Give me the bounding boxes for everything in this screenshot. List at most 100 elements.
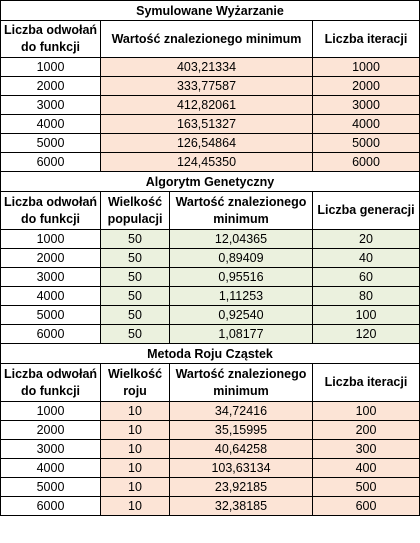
table-row: 4000 10 103,63134 400	[0, 458, 420, 478]
pso-minimum-cell: 34,72416	[169, 401, 313, 421]
pso-header-iterations: Liczba iteracji	[312, 363, 420, 402]
ga-population-cell: 50	[100, 286, 170, 306]
sa-header-iterations: Liczba iteracji	[312, 20, 420, 58]
pso-minimum-cell: 23,92185	[169, 477, 313, 497]
sa-calls-cell: 6000	[0, 152, 101, 172]
pso-header-calls: Liczba odwołań do funkcji	[0, 363, 101, 402]
ga-generations-cell: 20	[312, 229, 420, 249]
ga-calls-cell: 2000	[0, 248, 101, 268]
sa-minimum-cell: 412,82061	[100, 95, 313, 115]
pso-title-row: Metoda Roju Cząstek	[0, 343, 420, 364]
ga-calls-cell: 6000	[0, 324, 101, 344]
pso-swarm-cell: 10	[100, 458, 170, 478]
sa-minimum-cell: 333,77587	[100, 76, 313, 96]
sa-header-row: Liczba odwołań do funkcji Wartość znalez…	[0, 20, 420, 58]
pso-minimum-cell: 32,38185	[169, 496, 313, 516]
table-row: 3000 412,82061 3000	[0, 95, 420, 115]
sa-iterations-cell: 6000	[312, 152, 420, 172]
ga-population-cell: 50	[100, 324, 170, 344]
ga-calls-cell: 5000	[0, 305, 101, 325]
ga-minimum-cell: 0,95516	[169, 267, 313, 287]
pso-iterations-cell: 400	[312, 458, 420, 478]
table-row: 1000 50 12,04365 20	[0, 229, 420, 249]
ga-minimum-cell: 1,08177	[169, 324, 313, 344]
sa-header-calls: Liczba odwołań do funkcji	[0, 20, 101, 58]
table-row: 4000 163,51327 4000	[0, 114, 420, 134]
table-row: 2000 10 35,15995 200	[0, 420, 420, 440]
pso-swarm-cell: 10	[100, 477, 170, 497]
ga-population-cell: 50	[100, 248, 170, 268]
pso-calls-cell: 1000	[0, 401, 101, 421]
pso-calls-cell: 4000	[0, 458, 101, 478]
pso-title: Metoda Roju Cząstek	[0, 343, 420, 364]
ga-generations-cell: 100	[312, 305, 420, 325]
sa-iterations-cell: 4000	[312, 114, 420, 134]
pso-iterations-cell: 300	[312, 439, 420, 459]
ga-title-row: Algorytm Genetyczny	[0, 171, 420, 192]
sa-iterations-cell: 5000	[312, 133, 420, 153]
ga-minimum-cell: 0,89409	[169, 248, 313, 268]
table-row: 6000 124,45350 6000	[0, 152, 420, 172]
pso-header-minimum: Wartość znalezionego minimum	[169, 363, 313, 402]
sa-header-minimum: Wartość znalezionego minimum	[100, 20, 313, 58]
pso-calls-cell: 3000	[0, 439, 101, 459]
ga-header-row: Liczba odwołań do funkcji Wielkość popul…	[0, 191, 420, 230]
pso-calls-cell: 5000	[0, 477, 101, 497]
pso-header-row: Liczba odwołań do funkcji Wielkość roju …	[0, 363, 420, 402]
table-row: 3000 50 0,95516 60	[0, 267, 420, 287]
sa-iterations-cell: 3000	[312, 95, 420, 115]
pso-calls-cell: 2000	[0, 420, 101, 440]
table-row: 5000 50 0,92540 100	[0, 305, 420, 325]
pso-calls-cell: 6000	[0, 496, 101, 516]
pso-minimum-cell: 35,15995	[169, 420, 313, 440]
pso-iterations-cell: 100	[312, 401, 420, 421]
sa-minimum-cell: 126,54864	[100, 133, 313, 153]
pso-swarm-cell: 10	[100, 401, 170, 421]
ga-header-calls: Liczba odwołań do funkcji	[0, 191, 101, 230]
table-row: 6000 10 32,38185 600	[0, 496, 420, 516]
ga-generations-cell: 80	[312, 286, 420, 306]
table-row: 1000 403,21334 1000	[0, 57, 420, 77]
sa-calls-cell: 5000	[0, 133, 101, 153]
table-row: 3000 10 40,64258 300	[0, 439, 420, 459]
sa-calls-cell: 4000	[0, 114, 101, 134]
sa-title-row: Symulowane Wyżarzanie	[0, 0, 420, 21]
pso-minimum-cell: 103,63134	[169, 458, 313, 478]
ga-population-cell: 50	[100, 267, 170, 287]
ga-generations-cell: 40	[312, 248, 420, 268]
ga-population-cell: 50	[100, 305, 170, 325]
table-row: 6000 50 1,08177 120	[0, 324, 420, 344]
pso-iterations-cell: 500	[312, 477, 420, 497]
ga-minimum-cell: 0,92540	[169, 305, 313, 325]
table-row: 1000 10 34,72416 100	[0, 401, 420, 421]
pso-swarm-cell: 10	[100, 420, 170, 440]
sa-title: Symulowane Wyżarzanie	[0, 0, 420, 21]
sa-iterations-cell: 2000	[312, 76, 420, 96]
ga-header-population: Wielkość populacji	[100, 191, 170, 230]
sa-calls-cell: 2000	[0, 76, 101, 96]
pso-iterations-cell: 200	[312, 420, 420, 440]
sa-calls-cell: 1000	[0, 57, 101, 77]
sa-minimum-cell: 403,21334	[100, 57, 313, 77]
table-row: 5000 126,54864 5000	[0, 133, 420, 153]
pso-minimum-cell: 40,64258	[169, 439, 313, 459]
sa-calls-cell: 3000	[0, 95, 101, 115]
ga-calls-cell: 3000	[0, 267, 101, 287]
sa-iterations-cell: 1000	[312, 57, 420, 77]
table-row: 2000 333,77587 2000	[0, 76, 420, 96]
ga-generations-cell: 60	[312, 267, 420, 287]
pso-header-swarm: Wielkość roju	[100, 363, 170, 402]
table-row: 2000 50 0,89409 40	[0, 248, 420, 268]
pso-swarm-cell: 10	[100, 439, 170, 459]
ga-minimum-cell: 1,11253	[169, 286, 313, 306]
sa-minimum-cell: 124,45350	[100, 152, 313, 172]
ga-title: Algorytm Genetyczny	[0, 171, 420, 192]
ga-generations-cell: 120	[312, 324, 420, 344]
ga-minimum-cell: 12,04365	[169, 229, 313, 249]
sa-minimum-cell: 163,51327	[100, 114, 313, 134]
table-row: 4000 50 1,11253 80	[0, 286, 420, 306]
results-table: Symulowane Wyżarzanie Liczba odwołań do …	[0, 0, 420, 516]
ga-population-cell: 50	[100, 229, 170, 249]
pso-swarm-cell: 10	[100, 496, 170, 516]
ga-header-minimum: Wartość znalezionego minimum	[169, 191, 313, 230]
